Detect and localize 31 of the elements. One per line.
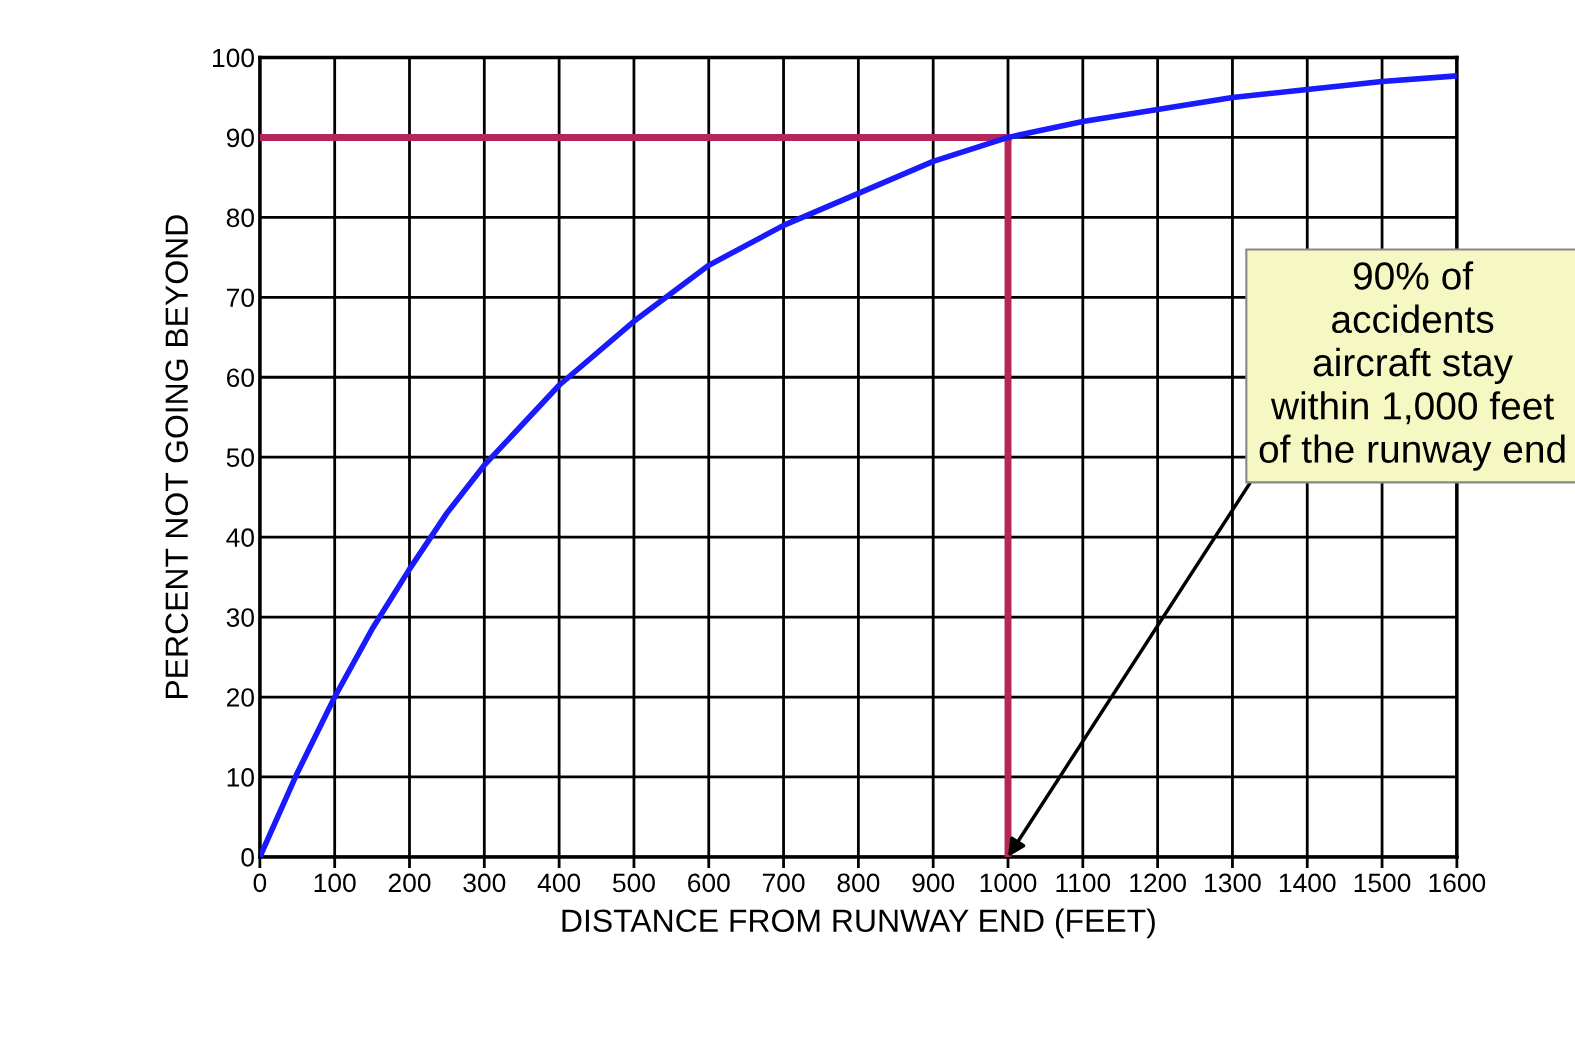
x-tick-label: 900 [912,873,955,893]
x-tick-label: 1500 [1354,873,1411,893]
y-tick-label: 80 [226,208,254,228]
x-axis-title: DISTANCE FROM RUNWAY END (FEET) [562,908,1155,939]
y-tick-label: 90 [226,128,254,148]
y-tick-label: 50 [226,448,254,468]
y-tick-label: 20 [226,688,254,707]
y-tick-label: 10 [227,768,254,787]
x-tick-label: 200 [388,873,431,893]
x-tick-label: 700 [762,873,805,893]
x-tick-label: 600 [688,873,730,893]
y-tick-label: 30 [226,608,254,627]
x-tick-label: 1400 [1279,873,1336,893]
x-tick-label: 0 [253,873,267,893]
x-tick-label: 500 [612,873,655,893]
y-tick-label: 0 [241,848,254,867]
y-tick-label: 70 [227,288,254,308]
annotation: 90% of accidents aircraft stay within 1,000 feet of the runway end [1259,261,1565,471]
x-tick-label: 1200 [1130,873,1186,893]
x-tick-label: 300 [463,873,506,893]
y-axis-title: PERCENT NOT GOING BEYOND [165,215,189,699]
x-tick-label: 800 [837,873,880,893]
x-tick-label: 1100 [1056,873,1111,893]
y-tick-label: 100 [213,48,254,68]
y-tick-label: 40 [226,528,254,547]
x-tick-label: 400 [537,873,581,893]
x-tick-label: 1600 [1429,873,1486,893]
x-tick-label: 1000 [980,873,1037,893]
x-tick-label: 1300 [1205,873,1261,893]
x-tick-label: 100 [314,873,356,893]
y-tick-label: 60 [227,368,254,388]
